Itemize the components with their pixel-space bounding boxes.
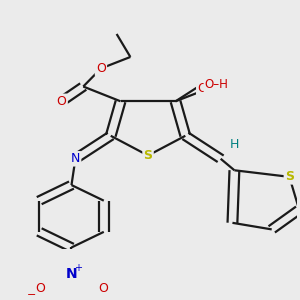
- Text: O·H: O·H: [197, 82, 220, 95]
- Text: −: −: [27, 290, 36, 300]
- Text: H: H: [230, 137, 239, 151]
- Text: S: S: [143, 149, 152, 162]
- Text: N: N: [66, 267, 77, 281]
- Text: N: N: [71, 152, 80, 165]
- Text: O: O: [96, 62, 106, 75]
- Text: S: S: [285, 170, 294, 183]
- Text: O: O: [35, 282, 45, 295]
- Text: O: O: [98, 282, 108, 295]
- Text: +: +: [74, 263, 83, 273]
- Text: O–H: O–H: [205, 78, 229, 92]
- Text: O: O: [57, 95, 67, 108]
